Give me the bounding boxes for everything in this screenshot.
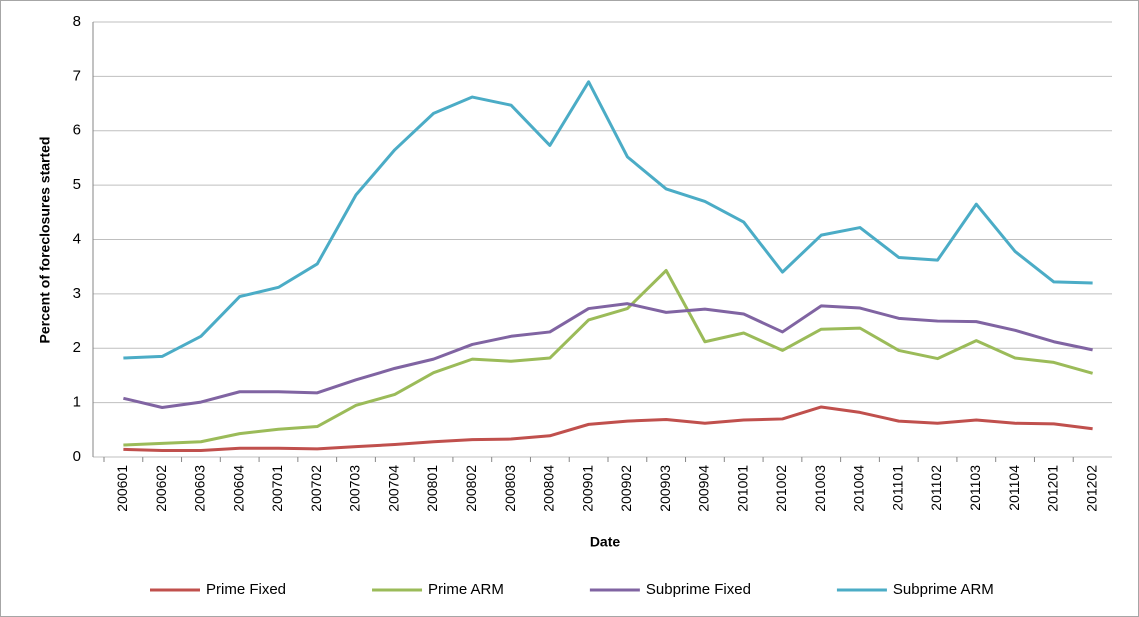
x-tick-label: 200601 bbox=[114, 465, 130, 512]
x-tick-label: 201202 bbox=[1083, 465, 1099, 512]
x-tick-label: 200603 bbox=[192, 465, 208, 512]
x-tick-label: 200902 bbox=[618, 465, 634, 512]
x-tick-label: 200604 bbox=[230, 465, 246, 512]
x-tick-label: 201201 bbox=[1045, 465, 1061, 512]
legend-label: Subprime Fixed bbox=[646, 581, 751, 598]
x-tick-label: 201101 bbox=[889, 465, 905, 511]
series-line bbox=[123, 302, 1093, 410]
y-tick-label: 7 bbox=[73, 67, 81, 84]
legend-label: Prime Fixed bbox=[206, 581, 286, 598]
x-tick-label: 201004 bbox=[851, 465, 867, 512]
y-tick-label: 3 bbox=[73, 285, 81, 302]
x-tick-label: 200903 bbox=[657, 465, 673, 512]
y-tick-label: 5 bbox=[73, 176, 81, 193]
y-axis-title: Percent of foreclosures started bbox=[37, 137, 53, 344]
x-tick-label: 200801 bbox=[424, 465, 440, 512]
x-tick-label: 200802 bbox=[463, 465, 479, 512]
x-tick-label: 200602 bbox=[153, 465, 169, 512]
x-tick-label: 200804 bbox=[541, 465, 557, 512]
y-tick-label: 8 bbox=[73, 13, 81, 30]
x-tick-label: 201104 bbox=[1006, 465, 1022, 511]
x-tick-label: 201001 bbox=[734, 465, 750, 512]
x-tick-label: 200904 bbox=[696, 465, 712, 512]
x-tick-label: 201102 bbox=[928, 465, 944, 511]
y-tick-label: 4 bbox=[73, 230, 81, 247]
legend-label: Prime ARM bbox=[428, 581, 504, 598]
x-tick-label: 200901 bbox=[579, 465, 595, 512]
x-tick-label: 201002 bbox=[773, 465, 789, 512]
y-tick-label: 0 bbox=[73, 448, 81, 465]
x-tick-label: 200704 bbox=[385, 465, 401, 512]
x-tick-label: 200803 bbox=[502, 465, 518, 512]
y-tick-label: 2 bbox=[73, 339, 81, 356]
series-line bbox=[123, 268, 1094, 447]
y-tick-label: 1 bbox=[73, 394, 81, 411]
x-tick-label: 200702 bbox=[308, 465, 324, 512]
y-tick-label: 6 bbox=[73, 122, 81, 139]
series-line bbox=[123, 80, 1093, 360]
x-tick-label: 201103 bbox=[967, 465, 983, 511]
legend-label: Subprime ARM bbox=[893, 581, 994, 598]
x-tick-label: 200703 bbox=[347, 465, 363, 512]
x-axis-title: Date bbox=[590, 534, 621, 550]
x-tick-label: 201003 bbox=[812, 465, 828, 512]
series-line bbox=[123, 405, 1093, 452]
x-tick-label: 200701 bbox=[269, 465, 285, 512]
